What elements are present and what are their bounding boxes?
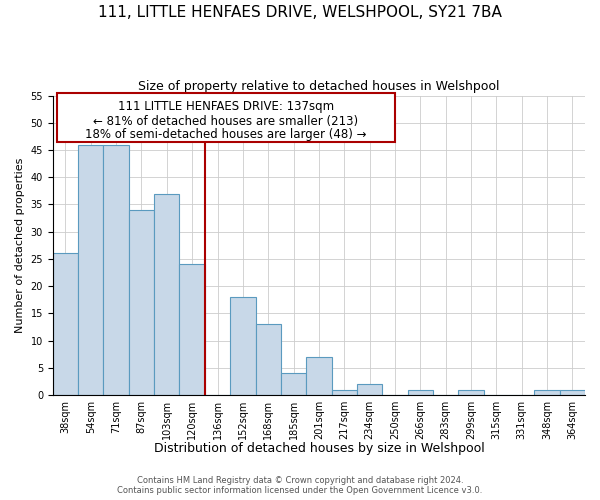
Text: 111, LITTLE HENFAES DRIVE, WELSHPOOL, SY21 7BA: 111, LITTLE HENFAES DRIVE, WELSHPOOL, SY… xyxy=(98,5,502,20)
Bar xyxy=(560,390,585,395)
Bar xyxy=(103,144,129,395)
Text: 18% of semi-detached houses are larger (48) →: 18% of semi-detached houses are larger (… xyxy=(85,128,367,141)
X-axis label: Distribution of detached houses by size in Welshpool: Distribution of detached houses by size … xyxy=(154,442,484,455)
Bar xyxy=(256,324,281,395)
Bar xyxy=(281,373,306,395)
Text: ← 81% of detached houses are smaller (213): ← 81% of detached houses are smaller (21… xyxy=(93,114,358,128)
Text: Contains HM Land Registry data © Crown copyright and database right 2024.
Contai: Contains HM Land Registry data © Crown c… xyxy=(118,476,482,495)
Bar xyxy=(78,144,103,395)
Y-axis label: Number of detached properties: Number of detached properties xyxy=(15,158,25,333)
Bar xyxy=(129,210,154,395)
Bar xyxy=(458,390,484,395)
Bar xyxy=(56,93,395,142)
Bar xyxy=(407,390,433,395)
Bar xyxy=(306,357,332,395)
Bar xyxy=(53,254,78,395)
Bar xyxy=(230,297,256,395)
Bar xyxy=(332,390,357,395)
Title: Size of property relative to detached houses in Welshpool: Size of property relative to detached ho… xyxy=(138,80,500,93)
Bar xyxy=(179,264,205,395)
Bar xyxy=(535,390,560,395)
Text: 111 LITTLE HENFAES DRIVE: 137sqm: 111 LITTLE HENFAES DRIVE: 137sqm xyxy=(118,100,334,113)
Bar xyxy=(154,194,179,395)
Bar xyxy=(357,384,382,395)
